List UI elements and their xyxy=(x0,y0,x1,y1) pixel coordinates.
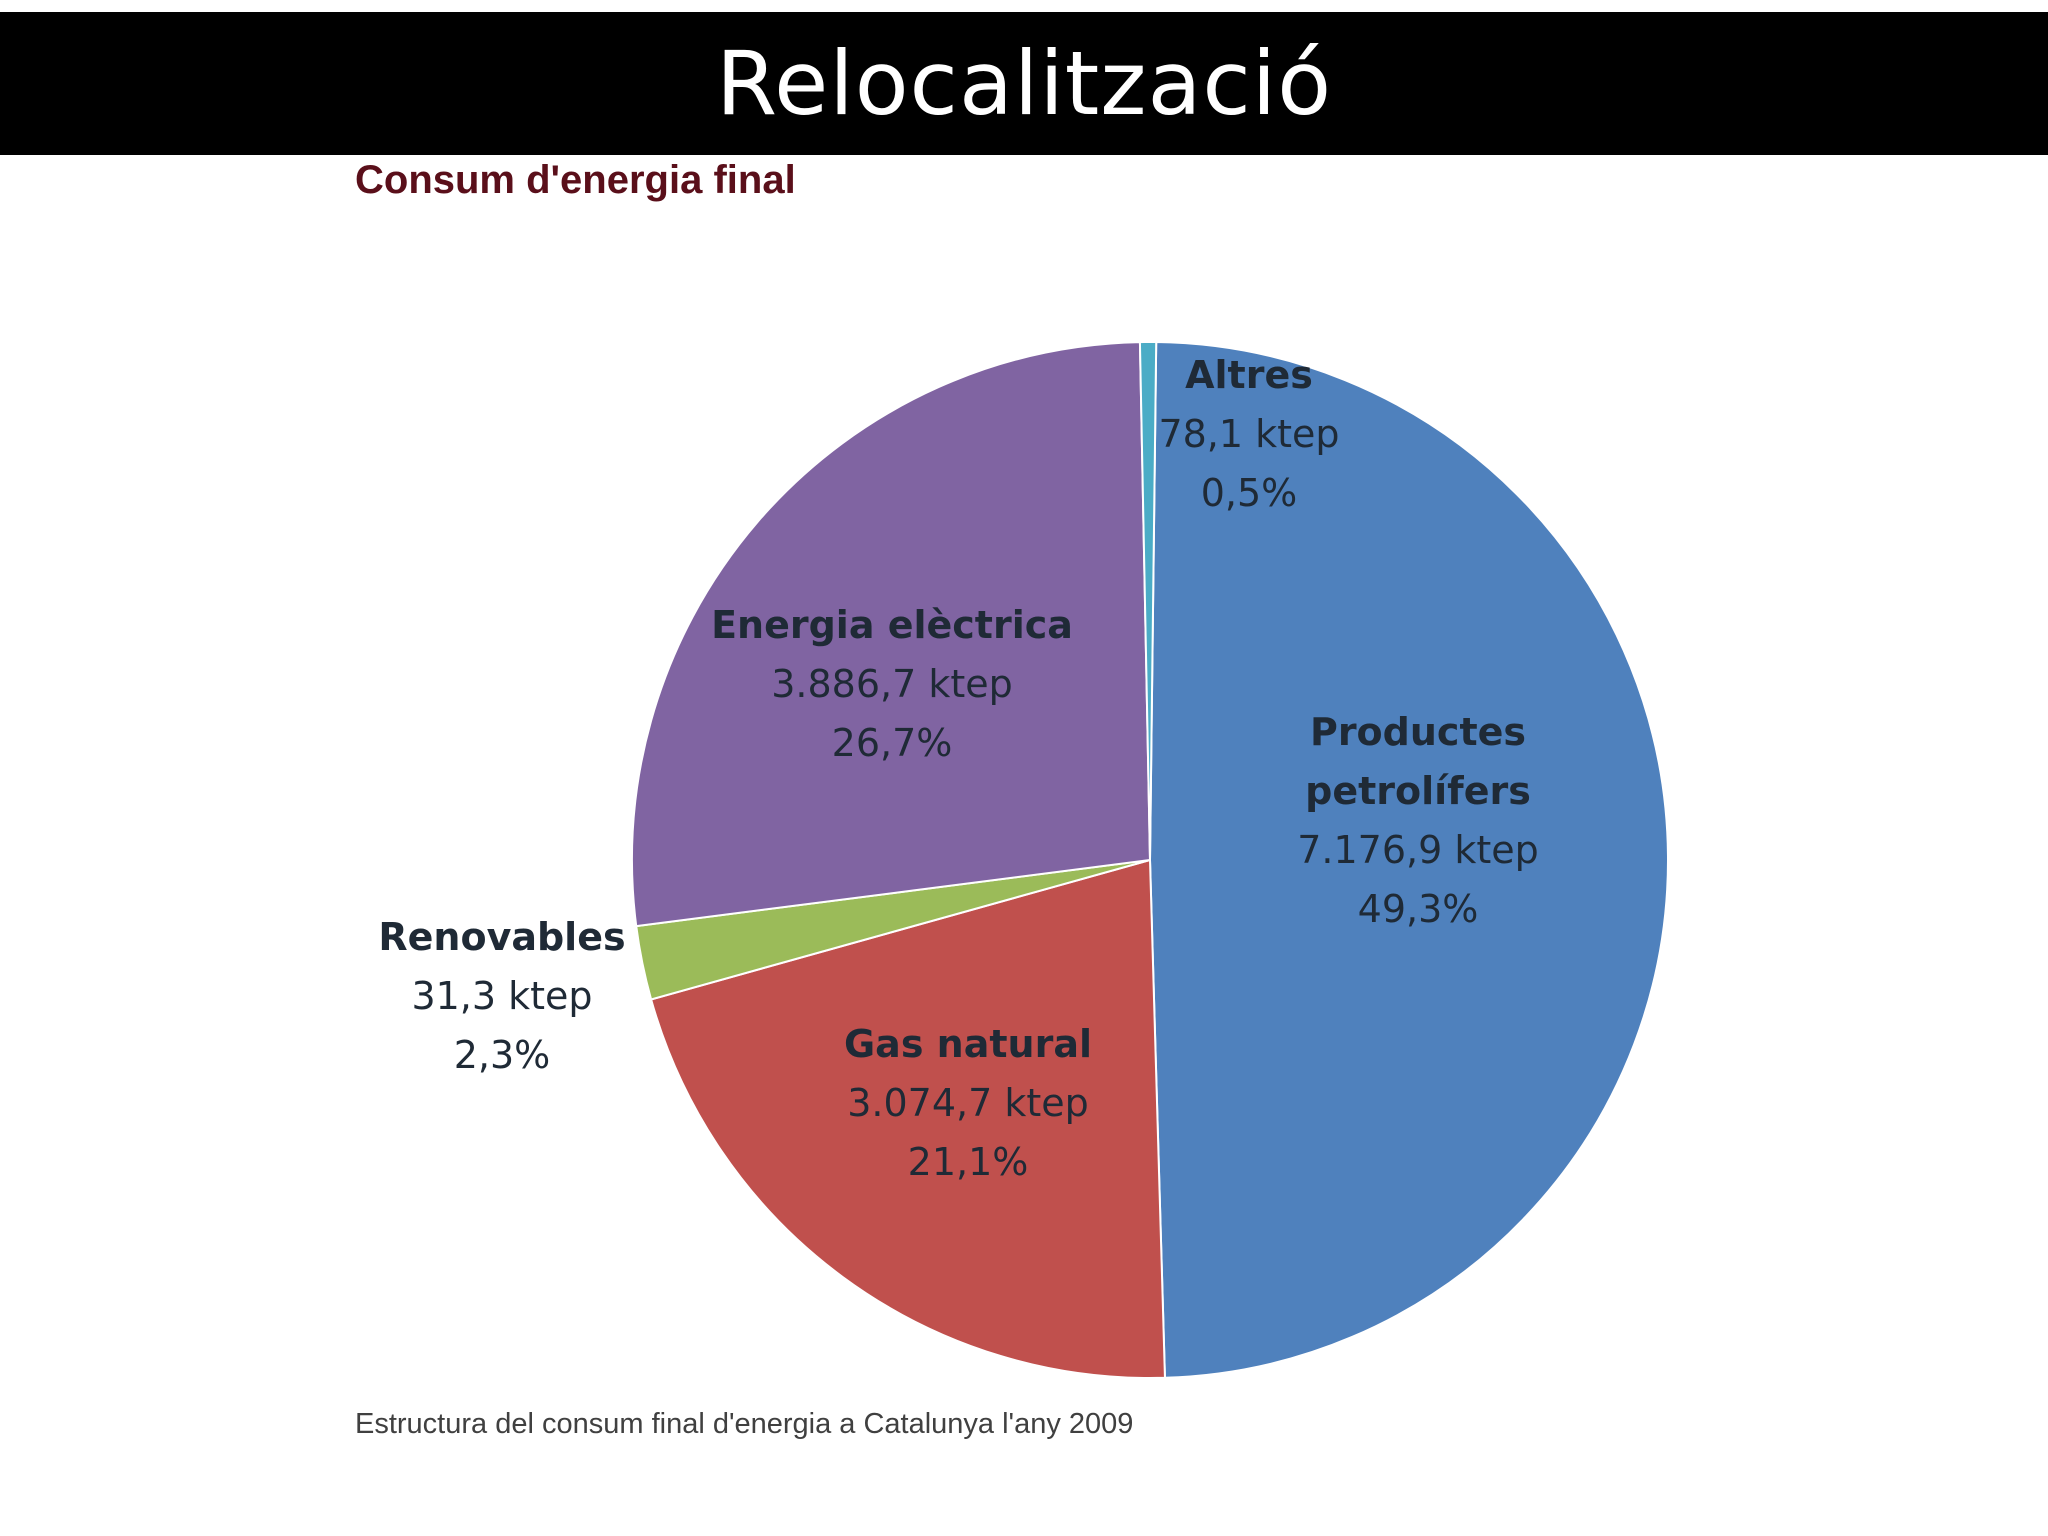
label-value-productes-petrolifers: 7.176,9 ktep xyxy=(1297,828,1539,872)
pie-slice-productes-petrolifers xyxy=(1148,341,1669,1379)
title-bar: Relocalització xyxy=(0,12,2048,155)
data-label-productes-petrolifers: Productes petrolífers 7.176,9 ktep 49,3% xyxy=(1297,710,1539,931)
label-value-altres: 78,1 ktep xyxy=(1158,412,1339,456)
label-name-gas-natural: Gas natural xyxy=(844,1022,1092,1066)
label-value-gas-natural: 3.074,7 ktep xyxy=(847,1081,1089,1125)
label-percent-gas-natural: 21,1% xyxy=(908,1140,1029,1184)
pie-slice-gas-natural xyxy=(649,858,1166,1379)
label-name-productes-petrolifers: Productes xyxy=(1310,710,1526,754)
data-label-gas-natural: Gas natural 3.074,7 ktep 21,1% xyxy=(844,1022,1092,1184)
chart-caption: Estructura del consum final d'energia a … xyxy=(355,1408,1134,1440)
data-label-altres: Altres 78,1 ktep 0,5% xyxy=(1158,353,1339,515)
label-percent-renovables: 2,3% xyxy=(454,1033,551,1077)
label-name-altres: Altres xyxy=(1185,353,1313,397)
label-percent-productes-petrolifers: 49,3% xyxy=(1358,887,1479,931)
label-percent-energia-electrica: 26,7% xyxy=(832,721,953,765)
label-value-energia-electrica: 3.886,7 ktep xyxy=(771,662,1013,706)
slide-title: Relocalització xyxy=(715,31,1333,135)
chart-title: Consum d'energia final xyxy=(355,158,796,202)
label-name-energia-electrica: Energia elèctrica xyxy=(711,603,1073,647)
pie-slice-energia-electrica xyxy=(631,341,1152,928)
data-label-energia-electrica: Energia elèctrica 3.886,7 ktep 26,7% xyxy=(711,603,1073,765)
data-label-renovables: Renovables 31,3 ktep 2,3% xyxy=(378,915,625,1077)
label-name-productes-petrolifers: petrolífers xyxy=(1305,769,1531,813)
pie-slice-altres xyxy=(1138,341,1158,861)
label-value-renovables: 31,3 ktep xyxy=(411,974,592,1018)
label-percent-altres: 0,5% xyxy=(1201,471,1298,515)
label-name-renovables: Renovables xyxy=(378,915,625,959)
